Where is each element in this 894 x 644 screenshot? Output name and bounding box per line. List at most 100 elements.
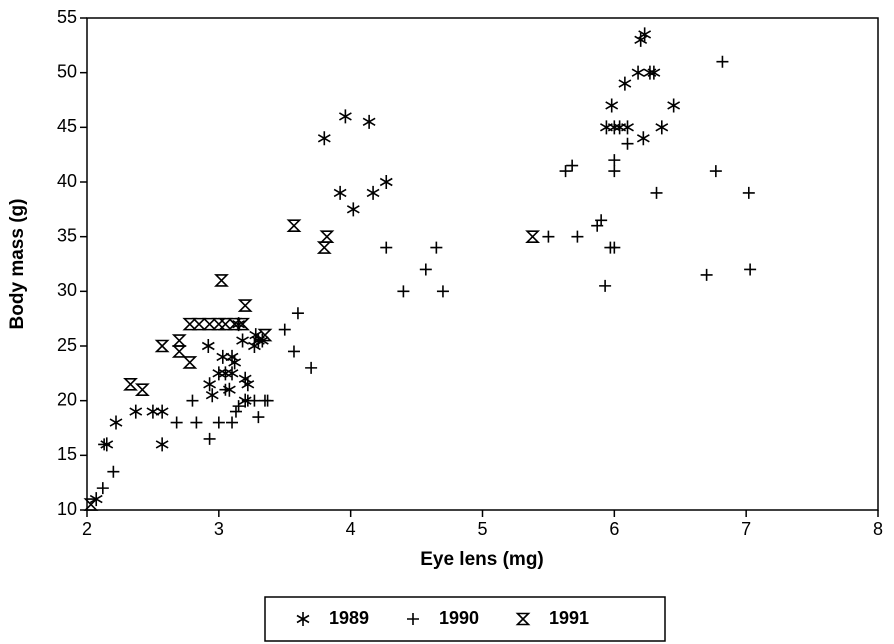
scatter-point xyxy=(631,65,645,80)
scatter-point xyxy=(171,334,187,347)
scatter-point xyxy=(316,241,332,254)
scatter-point xyxy=(217,317,233,331)
scatter-point xyxy=(182,356,198,369)
legend-marker xyxy=(515,612,531,626)
scatter-point xyxy=(621,137,634,150)
scatter-point xyxy=(252,411,265,424)
legend-marker xyxy=(407,613,419,625)
scatter-point xyxy=(202,317,218,331)
legend-label: 1989 xyxy=(329,608,369,628)
scatter-point xyxy=(744,263,757,276)
scatter-point xyxy=(261,394,274,407)
scatter-point xyxy=(241,377,255,392)
scatter-point xyxy=(171,345,187,358)
scatter-point xyxy=(212,366,226,381)
scatter-point xyxy=(700,268,713,281)
scatter-point xyxy=(709,165,722,178)
scatter-point xyxy=(317,131,331,146)
scatter-point xyxy=(542,230,555,243)
scatter-point xyxy=(636,131,650,146)
scatter-point xyxy=(248,394,261,407)
scatter-point xyxy=(333,185,347,200)
scatter-point xyxy=(338,109,352,124)
scatter-point xyxy=(170,416,183,429)
y-axis-label: Body mass (g) xyxy=(7,199,28,330)
scatter-point xyxy=(600,120,613,135)
scatter-point xyxy=(83,498,99,511)
scatter-point xyxy=(219,383,232,396)
scatter-point xyxy=(566,159,579,172)
scatter-point xyxy=(742,186,755,199)
scatter-point xyxy=(286,219,302,233)
scatter-point xyxy=(716,55,729,68)
y-tick-label: 10 xyxy=(57,499,77,519)
y-tick-label: 40 xyxy=(57,171,77,191)
scatter-point xyxy=(182,317,198,331)
scatter-point xyxy=(123,377,138,391)
scatter-point xyxy=(599,279,612,292)
y-tick-label: 50 xyxy=(57,61,77,81)
scatter-point xyxy=(595,214,608,227)
scatter-point xyxy=(134,383,150,397)
scatter-point xyxy=(621,120,634,135)
legend-label: 1991 xyxy=(549,608,589,628)
legend-label: 1990 xyxy=(439,608,479,628)
scatter-point xyxy=(232,400,245,413)
scatter-point xyxy=(667,98,681,113)
x-tick-label: 4 xyxy=(346,519,356,539)
scatter-point xyxy=(278,323,291,336)
scatter-point xyxy=(319,230,335,243)
scatter-point xyxy=(235,317,250,331)
y-tick-label: 15 xyxy=(57,444,77,464)
scatter-point xyxy=(571,230,584,243)
scatter-point xyxy=(605,98,619,113)
scatter-point xyxy=(397,285,410,298)
scatter-point xyxy=(226,416,239,429)
scatter-point xyxy=(436,285,449,298)
scatter-point xyxy=(228,355,242,370)
scatter-point xyxy=(291,307,304,320)
y-tick-label: 30 xyxy=(57,280,77,300)
x-tick-label: 3 xyxy=(214,519,224,539)
plot-frame xyxy=(86,17,879,511)
scatter-point xyxy=(647,65,661,80)
scatter-point xyxy=(379,175,393,189)
legend-marker xyxy=(296,612,310,626)
y-tick-label: 35 xyxy=(57,225,77,245)
scatter-point xyxy=(203,432,216,445)
y-tick-label: 45 xyxy=(57,116,77,136)
y-tick-label: 55 xyxy=(57,7,77,27)
scatter-point xyxy=(618,76,632,91)
scatter-point xyxy=(650,186,663,199)
scatter-point xyxy=(655,120,669,135)
scatter-point xyxy=(205,388,219,403)
x-tick-label: 5 xyxy=(477,519,487,539)
scatter-point xyxy=(257,328,273,342)
scatter-point xyxy=(638,27,652,42)
scatter-point xyxy=(305,361,318,374)
scatter-point xyxy=(287,345,300,358)
scatter-point xyxy=(225,366,239,381)
scatter-point xyxy=(608,165,621,178)
scatter-point xyxy=(190,416,203,429)
scatter-point xyxy=(146,404,160,419)
scatter-point xyxy=(419,263,432,276)
scatter-point xyxy=(155,404,169,419)
x-tick-label: 6 xyxy=(609,519,619,539)
x-axis-label: Eye lens (mg) xyxy=(420,549,544,570)
scatter-point xyxy=(216,349,230,364)
scatter-point xyxy=(155,437,169,452)
scatter-point xyxy=(229,405,242,418)
scatter-point xyxy=(109,415,123,430)
x-tick-label: 2 xyxy=(82,519,92,539)
scatter-point xyxy=(430,241,443,254)
scatter-point xyxy=(559,165,572,178)
scatter-point xyxy=(366,185,380,200)
scatter-point xyxy=(214,274,229,287)
scatter-point xyxy=(201,339,215,353)
scatter-point xyxy=(154,339,170,353)
scatter-point xyxy=(219,366,232,381)
scatter-point xyxy=(191,317,207,331)
scatter-point xyxy=(107,465,120,478)
